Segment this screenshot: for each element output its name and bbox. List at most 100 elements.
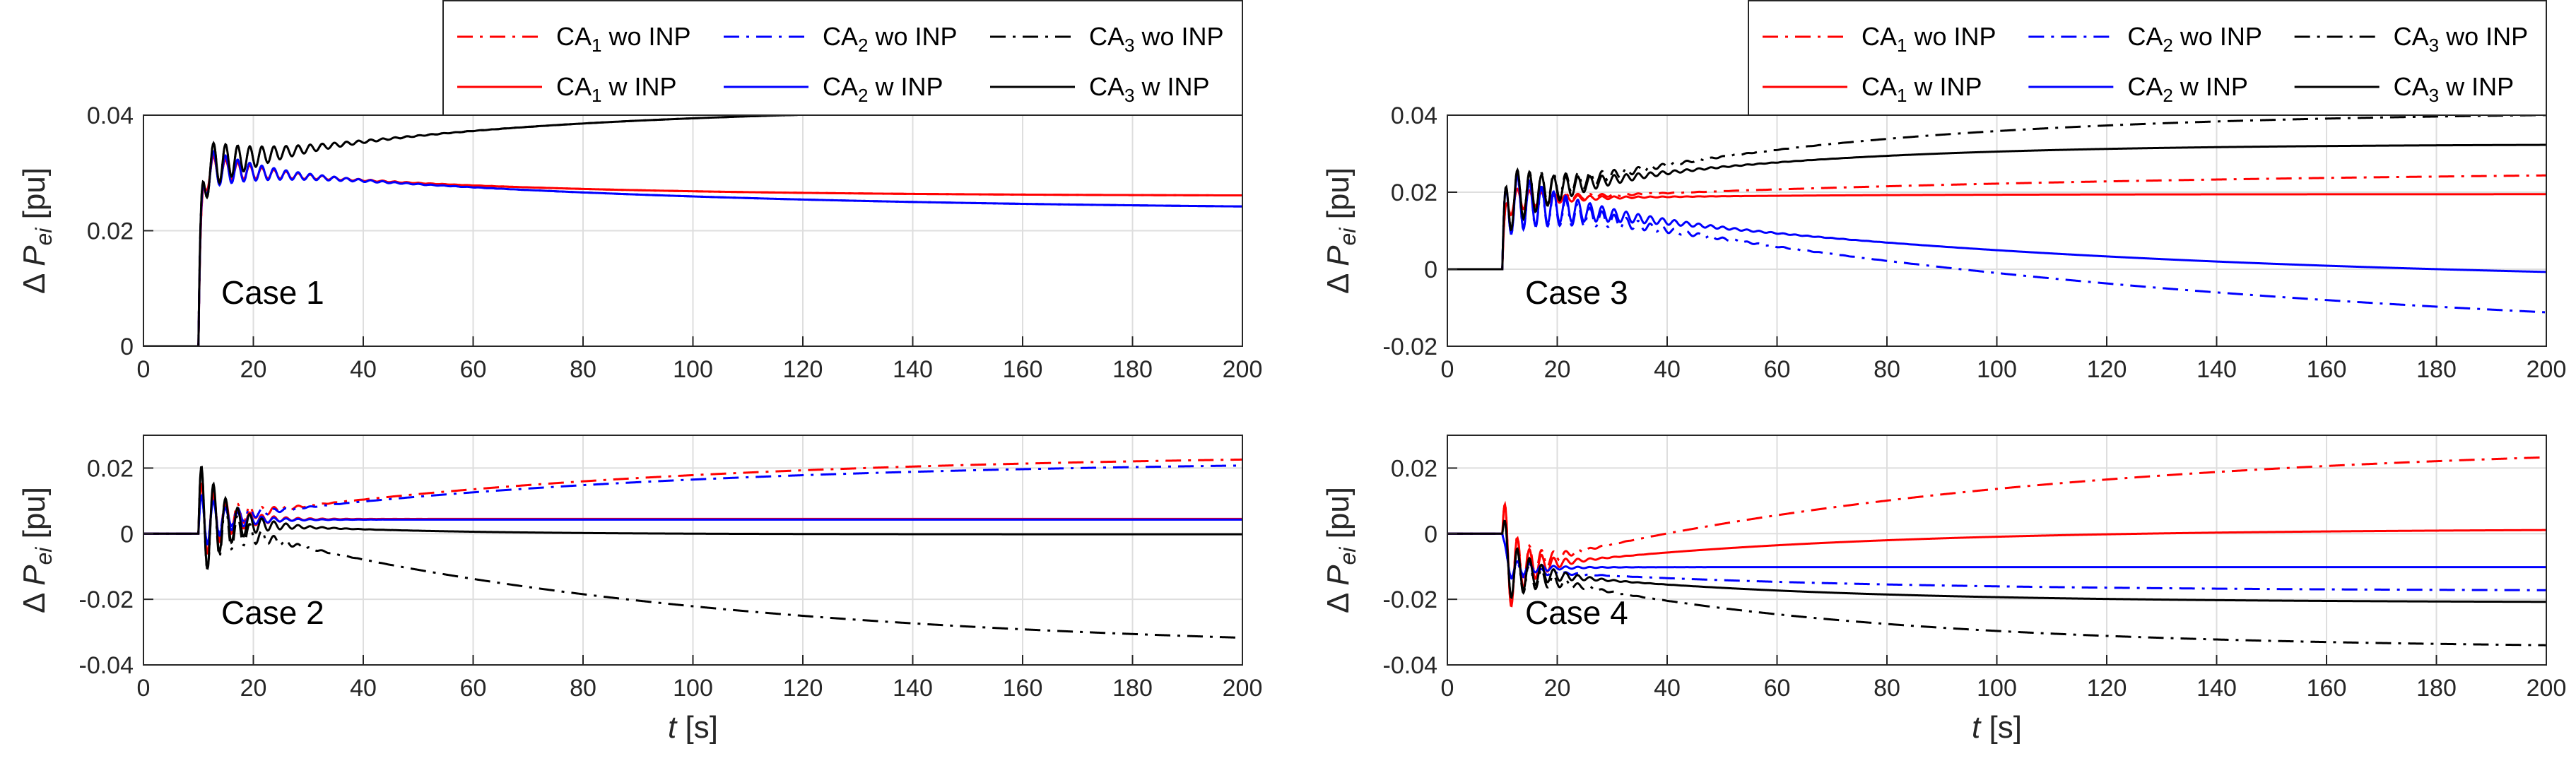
- y-tick-label: 0.04: [1391, 102, 1437, 129]
- y-tick-label: 0: [120, 334, 134, 360]
- x-tick-label: 200: [2527, 356, 2567, 383]
- legend-box: [442, 0, 1243, 116]
- x-tick-label: 180: [2416, 356, 2457, 383]
- x-tick-label: 40: [1654, 356, 1681, 383]
- x-tick-label: 120: [783, 675, 823, 702]
- legend-entry-label: CA3 w INP: [2394, 72, 2515, 106]
- x-tick-label: 160: [1003, 675, 1043, 702]
- series-line-3: [143, 466, 1242, 639]
- legend-entry-label: CA2 w INP: [823, 72, 943, 106]
- x-tick-label: 60: [1764, 356, 1791, 383]
- x-tick-label: 120: [783, 356, 823, 383]
- x-tick-label: 200: [2527, 675, 2567, 702]
- series-line-4: [1447, 187, 2546, 271]
- x-tick-label: 100: [1977, 356, 2017, 383]
- x-tick-label: 0: [137, 675, 151, 702]
- legend-entry-label: CA1 wo INP: [1862, 22, 1996, 56]
- series-line-2: [143, 464, 1242, 545]
- x-tick-label: 40: [1654, 675, 1681, 702]
- x-tick-label: 160: [2307, 356, 2347, 383]
- x-tick-label: 40: [350, 675, 377, 702]
- series-line-6: [1447, 143, 2546, 271]
- y-tick-label: -0.04: [79, 652, 134, 679]
- legend-entry-label: CA3 wo INP: [1089, 22, 1224, 56]
- x-tick-label: 180: [1112, 675, 1153, 702]
- x-tick-label: 140: [893, 675, 933, 702]
- legend-box: [1748, 0, 2547, 116]
- x-tick-label: 60: [460, 356, 487, 383]
- x-tick-label: 140: [2196, 356, 2237, 383]
- x-tick-label: 20: [240, 356, 267, 383]
- series-line-1: [1447, 174, 2546, 271]
- series-line-2: [1447, 173, 2546, 314]
- x-tick-label: 160: [2307, 675, 2347, 702]
- series-line-6: [1447, 519, 2546, 603]
- x-tick-label: 80: [1874, 675, 1900, 702]
- x-tick-label: 100: [673, 356, 713, 383]
- legend-entry-label: CA1 w INP: [1862, 72, 1982, 106]
- y-tick-label: 0.02: [87, 455, 134, 482]
- x-tick-label: 20: [240, 675, 267, 702]
- y-tick-label: -0.02: [1383, 334, 1438, 360]
- y-tick-label: 0: [120, 521, 134, 548]
- y-tick-label: -0.02: [79, 586, 134, 613]
- y-tick-label: 0.02: [1391, 455, 1437, 482]
- chart-panel-top-left: 0 20 40 60 80 100 120 140 160 180 200 0 0.02 0.04 Case…: [17, 0, 1263, 383]
- series-line-6: [143, 115, 826, 346]
- y-tick-label: 0: [1424, 256, 1437, 283]
- series-line-3: [1447, 115, 2546, 271]
- legend: CA1 wo INP CA2 wo INP CA3 wo INP CA1 w INP C…: [442, 0, 1243, 116]
- chart-panel-bottom-left: 0 20 40 60 80 100 120 140 160 180 200 -0.04 -0.02 0 0.…: [17, 435, 1262, 745]
- x-tick-label: 0: [1441, 675, 1454, 702]
- x-tick-label: 140: [2196, 675, 2237, 702]
- x-tick-label: 180: [2416, 675, 2457, 702]
- x-tick-label: 20: [1544, 675, 1571, 702]
- legend-entry-label: CA3 wo INP: [2394, 22, 2529, 56]
- x-tick-label: 180: [1112, 356, 1153, 383]
- y-tick-label: 0: [1424, 521, 1437, 548]
- case-label: Case 3: [1525, 274, 1628, 311]
- x-tick-label: 120: [2087, 675, 2127, 702]
- y-tick-label: -0.04: [1383, 652, 1438, 679]
- x-tick-label: 0: [137, 356, 151, 383]
- legend-entry-label: CA1 w INP: [556, 72, 677, 106]
- x-axis-label: t [s]: [1972, 710, 2022, 745]
- x-tick-label: 200: [1223, 675, 1263, 702]
- case-label: Case 4: [1525, 594, 1628, 631]
- y-tick-label: 0.02: [87, 218, 134, 245]
- y-axis-label: Δ Pei [pu]: [17, 487, 57, 613]
- y-axis-label: Δ Pei [pu]: [1321, 487, 1360, 613]
- x-tick-label: 100: [1977, 675, 2017, 702]
- x-tick-label: 140: [893, 356, 933, 383]
- legend-entry-label: CA2 w INP: [2127, 72, 2248, 106]
- x-tick-label: 60: [1764, 675, 1791, 702]
- legend-entry-label: CA3 w INP: [1089, 72, 1210, 106]
- chart-panel-bottom-right: 0 20 40 60 80 100 120 140 160 180 200 -0.04 -0.02 0 0.…: [1321, 435, 2566, 745]
- y-tick-label: -0.02: [1383, 586, 1438, 613]
- x-tick-label: 80: [1874, 356, 1900, 383]
- legend: CA1 wo INP CA2 wo INP CA3 wo INP CA1 w INP C…: [1748, 0, 2547, 116]
- y-axis-label: Δ Pei [pu]: [1321, 167, 1360, 294]
- x-tick-label: 60: [460, 675, 487, 702]
- series-line-1: [143, 458, 1242, 554]
- x-tick-label: 20: [1544, 356, 1571, 383]
- x-tick-label: 0: [1441, 356, 1454, 383]
- x-tick-label: 80: [570, 675, 596, 702]
- series-line-1: [1447, 456, 2546, 606]
- case-label: Case 2: [221, 594, 324, 631]
- x-axis-label: t [s]: [668, 710, 718, 745]
- series-line-4: [1447, 500, 2546, 608]
- series-line-5: [143, 150, 1242, 346]
- series-line-5: [1447, 532, 2546, 579]
- case-label: Case 1: [221, 274, 324, 311]
- series-line-5: [1447, 172, 2546, 273]
- x-tick-label: 120: [2087, 356, 2127, 383]
- y-axis-label: Δ Pei [pu]: [17, 167, 57, 294]
- x-tick-label: 100: [673, 675, 713, 702]
- legend-entry-label: CA2 wo INP: [823, 22, 958, 56]
- y-tick-label: 0.04: [87, 102, 134, 129]
- x-tick-label: 200: [1223, 356, 1263, 383]
- x-tick-label: 160: [1003, 356, 1043, 383]
- y-tick-label: 0.02: [1391, 179, 1437, 206]
